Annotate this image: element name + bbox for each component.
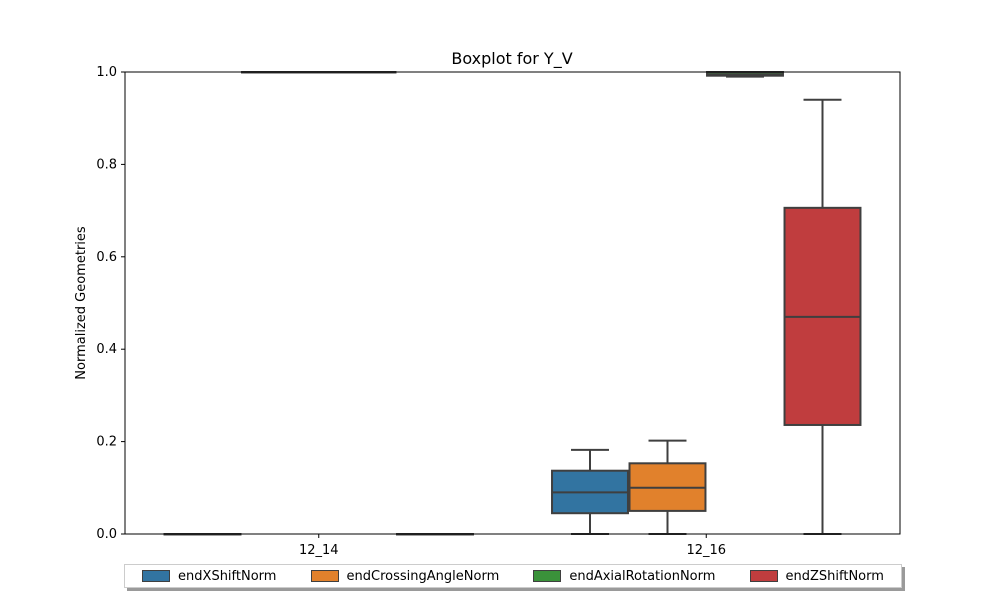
x-tick-label: 12_16	[686, 543, 726, 558]
axes-frame	[124, 71, 901, 535]
legend-label: endAxialRotationNorm	[569, 568, 716, 584]
y-tick-label: 0.0	[96, 527, 117, 542]
plot-area: 0.0 0.2 0.4 0.6 0.8 1.0 12_14 12_16	[96, 65, 901, 558]
y-tick-label: 1.0	[96, 65, 117, 80]
legend-item-endZShiftNorm: endZShiftNorm	[749, 568, 884, 584]
y-tick-label: 0.8	[96, 157, 117, 172]
legend-label: endCrossingAngleNorm	[346, 568, 500, 584]
legend-label: endXShiftNorm	[178, 568, 277, 584]
y-tick-label: 0.2	[96, 435, 117, 450]
legend: endXShiftNorm endCrossingAngleNorm endAxia…	[124, 564, 902, 588]
y-axis-label: Normalized Geometries	[74, 226, 89, 380]
legend-swatch	[749, 570, 778, 582]
legend-item-endCrossingAngleNorm: endCrossingAngleNorm	[310, 568, 500, 584]
legend-swatch	[533, 570, 562, 582]
y-tick-label: 0.6	[96, 250, 117, 265]
legend-label: endZShiftNorm	[785, 568, 884, 584]
chart-title: Boxplot for Y_V	[451, 49, 572, 69]
y-tick-label: 0.4	[96, 342, 117, 357]
legend-swatch	[142, 570, 171, 582]
legend-item-endXShiftNorm: endXShiftNorm	[142, 569, 276, 584]
legend-item-endAxialRotationNorm: endAxialRotationNorm	[533, 569, 715, 584]
legend-swatch	[310, 570, 339, 582]
x-tick-label: 12_14	[299, 543, 339, 558]
